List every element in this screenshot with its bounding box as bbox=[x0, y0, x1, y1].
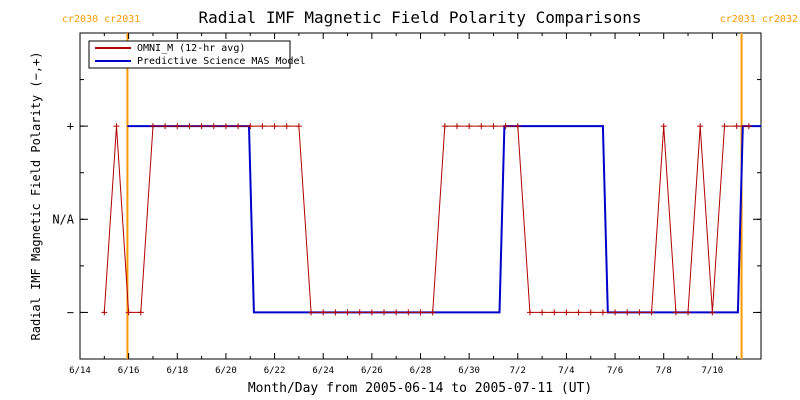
x-tick-label: 7/6 bbox=[607, 366, 623, 376]
y-tick-labels: + N/A − bbox=[52, 119, 74, 319]
omni-point bbox=[490, 123, 497, 130]
x-tick-labels: 6/14 6/16 6/18 6/20 6/22 6/24 6/26 6/28 6/30 7/2 7… bbox=[69, 366, 723, 376]
x-tick-label: 6/22 bbox=[264, 366, 286, 376]
chart-title: Radial IMF Magnetic Field Polarity Compa… bbox=[198, 8, 641, 27]
omni-point bbox=[539, 309, 546, 316]
omni-point bbox=[733, 123, 740, 130]
legend-label-omni: OMNI_M (12-hr avg) bbox=[137, 43, 245, 54]
mas-model-line bbox=[127, 125, 761, 314]
omni-point bbox=[612, 309, 619, 316]
omni-point bbox=[453, 123, 460, 130]
y-tick-label: N/A bbox=[52, 212, 74, 226]
omni-point bbox=[441, 123, 448, 130]
omni-point bbox=[417, 309, 424, 316]
omni-point bbox=[685, 309, 692, 316]
series-mas-line bbox=[127, 125, 761, 314]
legend-label-mas: Predictive Science MAS Model bbox=[137, 56, 306, 67]
omni-point bbox=[137, 309, 144, 316]
omni-point bbox=[381, 309, 388, 316]
omni-point bbox=[247, 123, 254, 130]
carrington-label: cr2031 cr2032 bbox=[720, 14, 798, 25]
x-tick-label: 6/24 bbox=[312, 366, 334, 376]
omni-point bbox=[429, 309, 436, 316]
omni-point bbox=[575, 309, 582, 316]
omni-point bbox=[259, 123, 266, 130]
omni-point bbox=[113, 123, 120, 130]
carrington-label: cr2030 cr2031 bbox=[62, 14, 140, 25]
omni-point bbox=[198, 123, 205, 130]
omni-point bbox=[332, 309, 339, 316]
omni-point bbox=[563, 309, 570, 316]
x-tick-label: 6/30 bbox=[458, 366, 480, 376]
x-tick-label: 6/26 bbox=[361, 366, 383, 376]
x-tick-label: 6/18 bbox=[166, 366, 188, 376]
x-tick-label: 7/2 bbox=[510, 366, 526, 376]
omni-point bbox=[466, 123, 473, 130]
x-axis-label: Month/Day from 2005-06-14 to 2005-07-11 … bbox=[248, 381, 592, 396]
omni-point bbox=[235, 123, 242, 130]
axis-ticks bbox=[79, 32, 762, 360]
omni-point bbox=[405, 309, 412, 316]
omni-line bbox=[103, 125, 749, 313]
omni-point bbox=[514, 123, 521, 130]
omni-point bbox=[210, 123, 217, 130]
legend-box bbox=[88, 40, 291, 69]
omni-point bbox=[295, 123, 302, 130]
omni-point bbox=[660, 123, 667, 130]
omni-point bbox=[222, 123, 229, 130]
omni-point bbox=[149, 123, 156, 130]
omni-point bbox=[599, 309, 606, 316]
omni-point bbox=[308, 309, 315, 316]
x-tick-label: 6/20 bbox=[215, 366, 237, 376]
omni-point bbox=[745, 123, 752, 130]
omni-point bbox=[672, 309, 679, 316]
omni-point bbox=[101, 309, 108, 316]
omni-point bbox=[320, 309, 327, 316]
omni-point bbox=[344, 309, 351, 316]
x-tick-label: 7/4 bbox=[558, 366, 574, 376]
series-omni-line bbox=[101, 123, 752, 316]
omni-point bbox=[636, 309, 643, 316]
omni-point bbox=[721, 123, 728, 130]
x-tick-label: 7/8 bbox=[656, 366, 672, 376]
omni-point bbox=[174, 123, 181, 130]
omni-point bbox=[587, 309, 594, 316]
omni-point bbox=[709, 309, 716, 316]
omni-point bbox=[393, 309, 400, 316]
x-tick-label: 6/16 bbox=[118, 366, 140, 376]
omni-point bbox=[551, 309, 558, 316]
omni-point bbox=[502, 123, 509, 130]
omni-point bbox=[283, 123, 290, 130]
x-tick-label: 7/10 bbox=[702, 366, 724, 376]
omni-point bbox=[125, 309, 132, 316]
omni-point bbox=[648, 309, 655, 316]
legend: OMNI_M (12-hr avg) Predictive Science MA… bbox=[88, 40, 306, 69]
omni-point bbox=[526, 309, 533, 316]
y-tick-label: − bbox=[67, 305, 74, 319]
omni-point bbox=[186, 123, 193, 130]
omni-point bbox=[271, 123, 278, 130]
x-tick-label: 6/28 bbox=[410, 366, 432, 376]
omni-point bbox=[162, 123, 169, 130]
y-axis-label: Radial IMF Magnetic Field Polarity (−,+) bbox=[29, 52, 43, 341]
omni-point bbox=[356, 309, 363, 316]
omni-point bbox=[624, 309, 631, 316]
x-tick-label: 6/14 bbox=[69, 366, 91, 376]
omni-point bbox=[368, 309, 375, 316]
omni-point bbox=[697, 123, 704, 130]
y-tick-label: + bbox=[67, 119, 74, 133]
omni-point bbox=[478, 123, 485, 130]
